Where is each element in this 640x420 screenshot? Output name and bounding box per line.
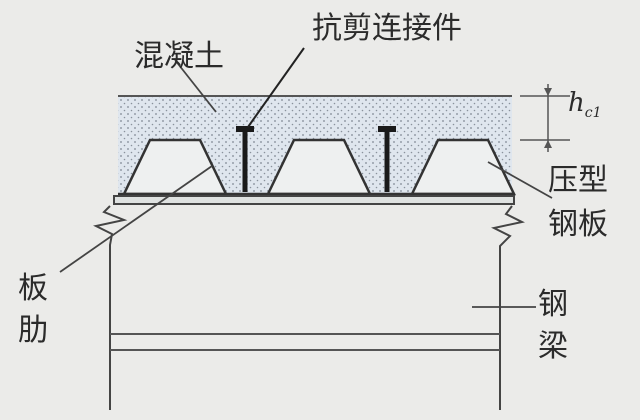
deck-label-line-1: 压型 xyxy=(548,163,608,198)
thickness-label: hc1 xyxy=(568,90,602,120)
beam-top-flange xyxy=(113,195,515,205)
beam-label: 钢 梁 xyxy=(536,284,570,368)
beam-left-edge xyxy=(93,205,128,410)
rib-label: 板 肋 xyxy=(16,268,50,352)
shear-stud-1 xyxy=(236,126,254,192)
thickness-symbol: h xyxy=(568,88,585,118)
concrete-leader xyxy=(174,59,217,113)
connector-leader xyxy=(247,47,305,128)
rib-label-line-2: 肋 xyxy=(18,313,48,348)
concrete-label: 混凝土 xyxy=(134,39,224,74)
deck-label-line-2: 钢板 xyxy=(548,207,608,242)
shear-connector-label: 抗剪连接件 xyxy=(312,11,462,46)
rib-label-line-1: 板 xyxy=(18,271,48,306)
shear-stud-2 xyxy=(378,126,396,192)
beam-label-line-1: 钢 xyxy=(538,287,568,322)
deck-leader xyxy=(487,161,553,199)
beam-right-edge xyxy=(491,205,525,410)
dim-arrow-top xyxy=(544,88,552,96)
beam-label-line-2: 梁 xyxy=(538,329,568,364)
thickness-subscript: c1 xyxy=(584,105,602,122)
dim-arrow-bottom xyxy=(544,140,552,148)
rib-leader xyxy=(59,165,213,273)
